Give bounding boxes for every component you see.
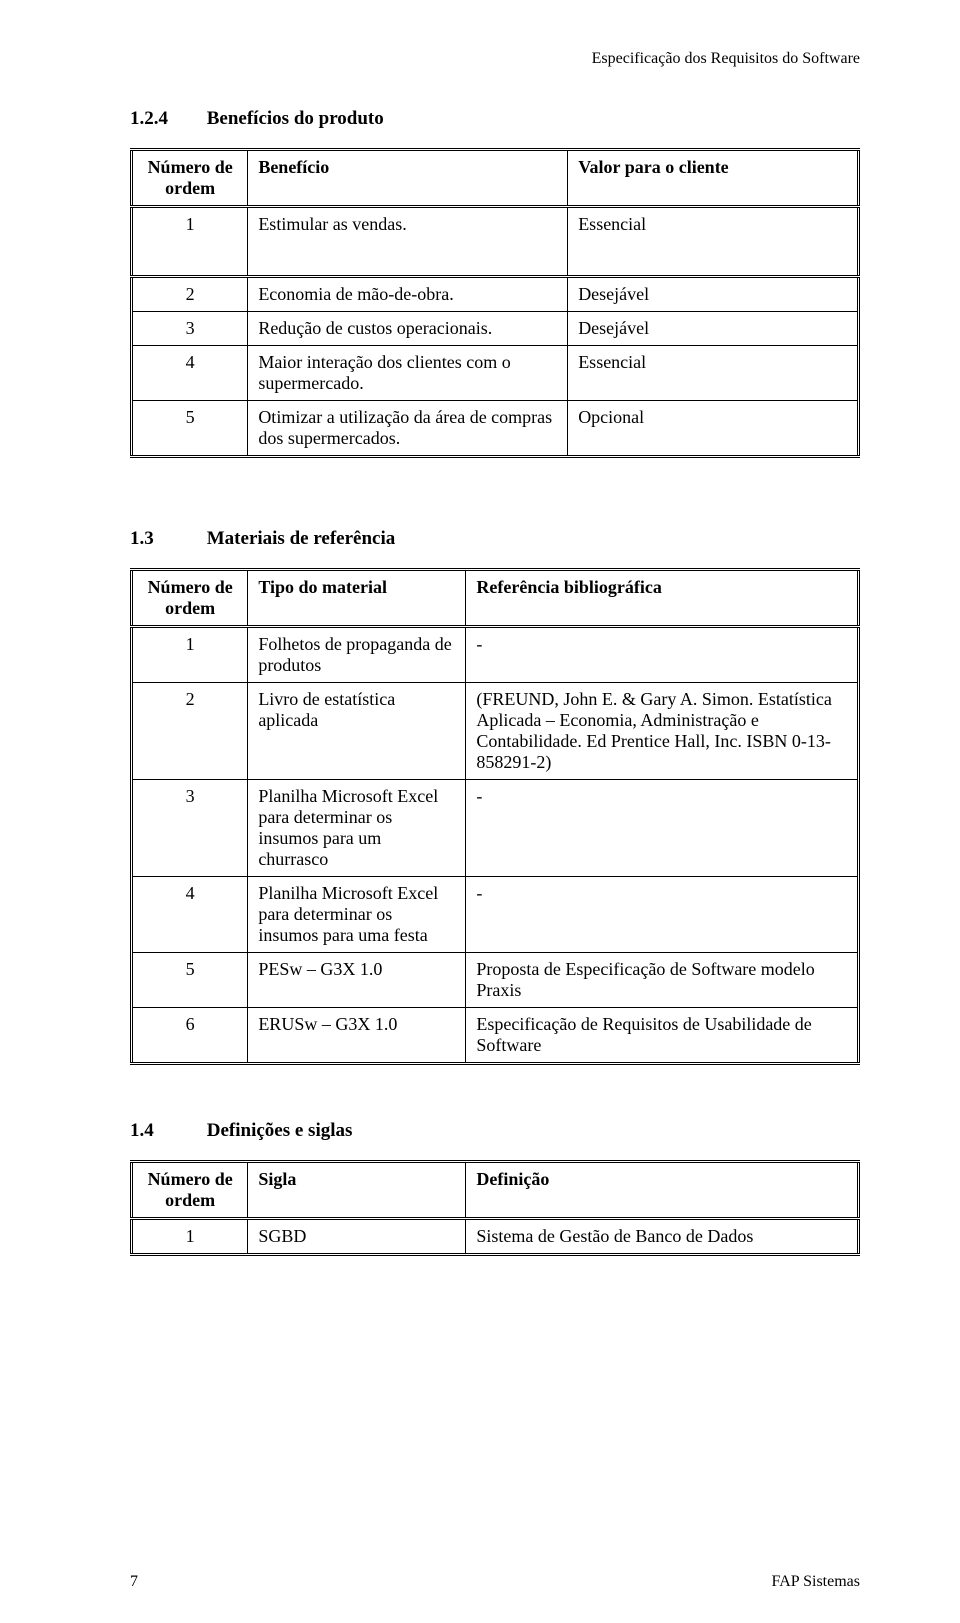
col-header-ref: Referência bibliográfica	[466, 570, 859, 627]
table-row: 4Planilha Microsoft Excel para determina…	[132, 877, 859, 953]
cell-ref: -	[466, 780, 859, 877]
cell-num: 1	[132, 207, 248, 277]
table-row: 6ERUSw – G3X 1.0Especificação de Requisi…	[132, 1008, 859, 1064]
section-benefits-heading: 1.2.4 Benefícios do produto	[130, 108, 860, 130]
section-number: 1.4	[130, 1120, 202, 1142]
table-row: 5PESw – G3X 1.0Proposta de Especificação…	[132, 953, 859, 1008]
col-header-num: Número de ordem	[132, 570, 248, 627]
cell-value: Opcional	[568, 401, 859, 457]
section-materials-heading: 1.3 Materiais de referência	[130, 528, 860, 550]
cell-value: Essencial	[568, 346, 859, 401]
cell-value: Desejável	[568, 312, 859, 346]
table-row: 4Maior interação dos clientes com o supe…	[132, 346, 859, 401]
table-row: 2Economia de mão-de-obra.Desejável	[132, 277, 859, 312]
cell-num: 1	[132, 1219, 248, 1255]
cell-type: Folhetos de propaganda de produtos	[248, 627, 466, 683]
cell-value: Essencial	[568, 207, 859, 277]
cell-type: Planilha Microsoft Excel para determinar…	[248, 877, 466, 953]
cell-num: 1	[132, 627, 248, 683]
cell-num: 4	[132, 877, 248, 953]
cell-ref: (FREUND, John E. & Gary A. Simon. Estatí…	[466, 683, 859, 780]
cell-num: 3	[132, 780, 248, 877]
cell-num: 2	[132, 683, 248, 780]
section-definitions-heading: 1.4 Definições e siglas	[130, 1120, 860, 1142]
section-title: Definições e siglas	[207, 1120, 353, 1141]
cell-sigla: SGBD	[248, 1219, 466, 1255]
col-header-value: Valor para o cliente	[568, 150, 859, 207]
section-title: Benefícios do produto	[207, 108, 384, 129]
cell-benefit: Estimular as vendas.	[248, 207, 568, 277]
table-row: 2Livro de estatística aplicada(FREUND, J…	[132, 683, 859, 780]
cell-num: 5	[132, 953, 248, 1008]
table-row: 3Planilha Microsoft Excel para determina…	[132, 780, 859, 877]
page: Especificação dos Requisitos do Software…	[0, 0, 960, 1623]
cell-ref: Proposta de Especificação de Software mo…	[466, 953, 859, 1008]
benefits-table: Número de ordem Benefício Valor para o c…	[130, 148, 860, 458]
cell-type: Livro de estatística aplicada	[248, 683, 466, 780]
table-header-row: Número de ordem Benefício Valor para o c…	[132, 150, 859, 207]
footer-page-number: 7	[130, 1573, 138, 1591]
cell-num: 2	[132, 277, 248, 312]
table-row: 1SGBDSistema de Gestão de Banco de Dados	[132, 1219, 859, 1255]
table-row: 5Otimizar a utilização da área de compra…	[132, 401, 859, 457]
section-number: 1.3	[130, 528, 202, 550]
col-header-sigla: Sigla	[248, 1162, 466, 1219]
table-row: 1Estimular as vendas.Essencial	[132, 207, 859, 277]
col-header-type: Tipo do material	[248, 570, 466, 627]
col-header-def: Definição	[466, 1162, 859, 1219]
table-header-row: Número de ordem Tipo do material Referên…	[132, 570, 859, 627]
cell-benefit: Redução de custos operacionais.	[248, 312, 568, 346]
col-header-benefit: Benefício	[248, 150, 568, 207]
section-title: Materiais de referência	[207, 528, 396, 549]
cell-type: Planilha Microsoft Excel para determinar…	[248, 780, 466, 877]
table-header-row: Número de ordem Sigla Definição	[132, 1162, 859, 1219]
definitions-table: Número de ordem Sigla Definição 1SGBDSis…	[130, 1160, 860, 1256]
cell-num: 4	[132, 346, 248, 401]
cell-num: 3	[132, 312, 248, 346]
cell-ref: -	[466, 877, 859, 953]
col-header-num: Número de ordem	[132, 150, 248, 207]
cell-benefit: Maior interação dos clientes com o super…	[248, 346, 568, 401]
section-number: 1.2.4	[130, 108, 202, 130]
cell-def: Sistema de Gestão de Banco de Dados	[466, 1219, 859, 1255]
page-header: Especificação dos Requisitos do Software	[130, 50, 860, 68]
cell-benefit: Otimizar a utilização da área de compras…	[248, 401, 568, 457]
cell-ref: Especificação de Requisitos de Usabilida…	[466, 1008, 859, 1064]
cell-num: 5	[132, 401, 248, 457]
cell-type: ERUSw – G3X 1.0	[248, 1008, 466, 1064]
cell-type: PESw – G3X 1.0	[248, 953, 466, 1008]
table-row: 1Folhetos de propaganda de produtos-	[132, 627, 859, 683]
cell-ref: -	[466, 627, 859, 683]
cell-num: 6	[132, 1008, 248, 1064]
materials-table: Número de ordem Tipo do material Referên…	[130, 568, 860, 1065]
cell-benefit: Economia de mão-de-obra.	[248, 277, 568, 312]
footer-right: FAP Sistemas	[772, 1573, 860, 1591]
table-row: 3Redução de custos operacionais.Desejáve…	[132, 312, 859, 346]
col-header-num: Número de ordem	[132, 1162, 248, 1219]
cell-value: Desejável	[568, 277, 859, 312]
page-footer: 7 FAP Sistemas	[130, 1573, 860, 1591]
